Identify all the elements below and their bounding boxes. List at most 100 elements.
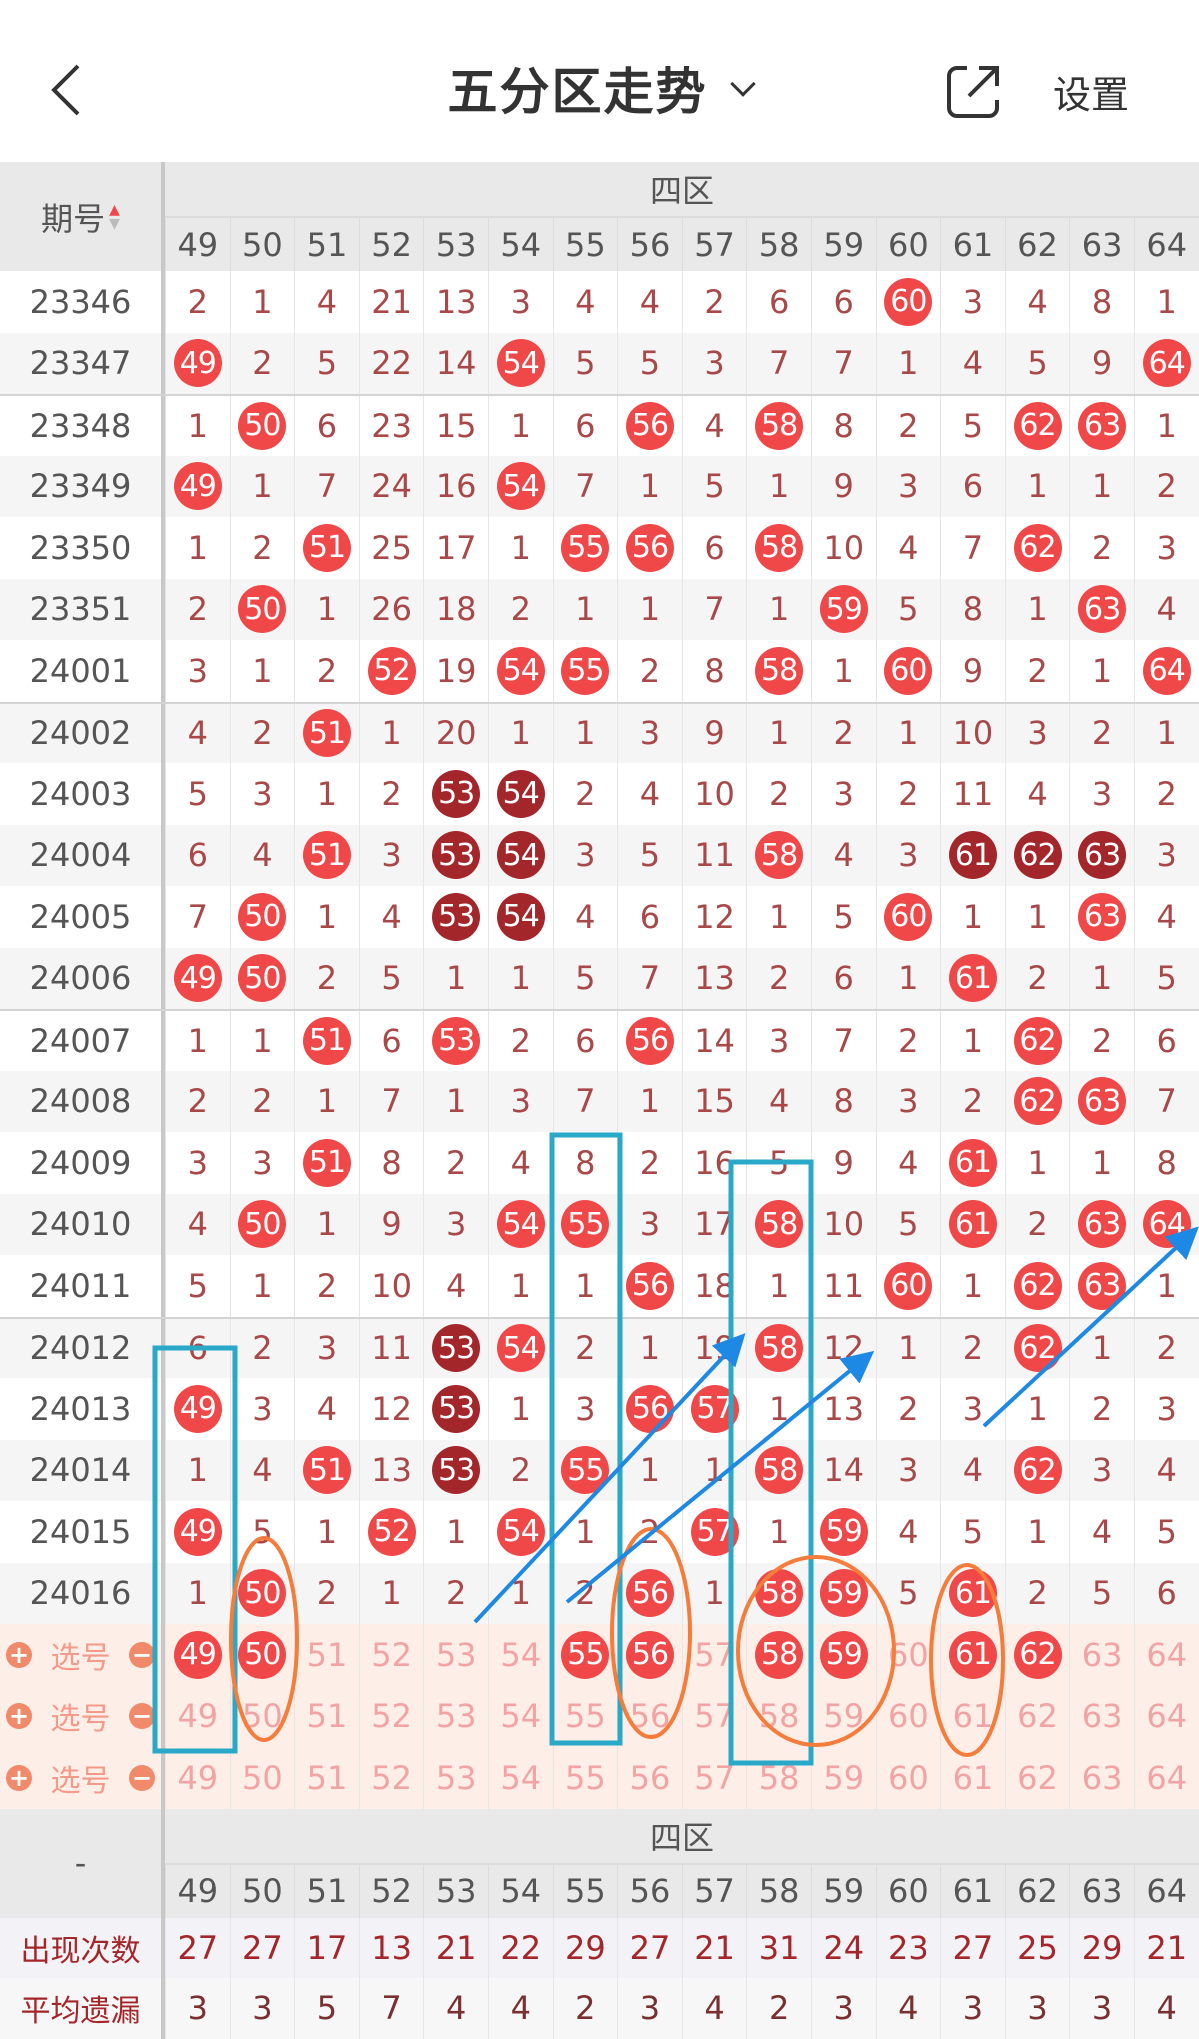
cell-58: 58	[746, 1439, 811, 1501]
page-title-dropdown[interactable]: 五分区走势	[0, 52, 1199, 124]
pick-cell-54[interactable]: 54	[487, 1624, 553, 1686]
pick-cell-63[interactable]: 63	[1069, 1685, 1134, 1747]
pick-cell-55[interactable]: 55	[552, 1624, 618, 1686]
pick-cell-63[interactable]: 63	[1069, 1747, 1134, 1809]
cell-62: 62	[1004, 517, 1070, 579]
pick-cell-60[interactable]: 60	[875, 1685, 941, 1747]
cell-58: 2	[746, 763, 811, 825]
cell-63: 3	[1069, 763, 1134, 825]
period-cell: 24001	[0, 640, 165, 702]
cell-59: 5	[810, 886, 876, 948]
pick-cell-55[interactable]: 55	[552, 1747, 618, 1809]
share-icon[interactable]	[945, 62, 1003, 120]
pick-cell-58[interactable]: 58	[746, 1747, 811, 1809]
number-ball: 64	[1142, 339, 1191, 388]
pick-cell-54[interactable]: 54	[487, 1747, 553, 1809]
plus-icon[interactable]: +	[6, 1703, 32, 1730]
pick-cell-64[interactable]: 64	[1133, 1624, 1199, 1686]
pick-cell-59[interactable]: 59	[810, 1747, 876, 1809]
pick-cell-49[interactable]: 49	[165, 1747, 230, 1809]
pick-cell-52[interactable]: 52	[358, 1685, 424, 1747]
number-ball: 54	[496, 339, 545, 388]
cell-53: 2	[423, 1132, 488, 1194]
pick-cell-62[interactable]: 62	[1004, 1685, 1070, 1747]
pick-cell-59[interactable]: 59	[810, 1685, 876, 1747]
pick-cell-51[interactable]: 51	[294, 1685, 359, 1747]
pick-cell-56[interactable]: 56	[617, 1685, 682, 1747]
table-row: 24004 6 4 51 3 53 54 3 5 11 58 4 3 61 62 63 3	[0, 824, 1199, 886]
cell-49: 2	[165, 1070, 230, 1132]
pick-row: + 选号 −49 50 51 52 53 54 55 56 57 58 59 60 61 62 63 64	[0, 1624, 1199, 1686]
cell-59: 6	[810, 947, 876, 1009]
pick-cell-63[interactable]: 63	[1069, 1624, 1134, 1686]
pick-cell-49[interactable]: 49	[165, 1624, 230, 1686]
number-ball: 58	[755, 831, 804, 880]
pick-cell-59[interactable]: 59	[810, 1624, 876, 1686]
pick-cell-50[interactable]: 50	[229, 1747, 295, 1809]
pick-cell-56[interactable]: 56	[617, 1624, 682, 1686]
number-ball: 58	[755, 1569, 804, 1618]
table-row: 24003 5 3 1 2 53 54 2 4 10 2 3 2 11 4 3 2	[0, 763, 1199, 825]
pick-cell-62[interactable]: 62	[1004, 1624, 1070, 1686]
cell-64: 5	[1133, 1501, 1199, 1563]
chevron-left-icon[interactable]	[48, 62, 84, 118]
pick-cell-61[interactable]: 61	[940, 1747, 1005, 1809]
sort-icon[interactable]: ▲ ▼	[109, 201, 120, 232]
cell-57: 16	[681, 1132, 747, 1194]
pick-cell-53[interactable]: 53	[423, 1624, 488, 1686]
pick-cell-55[interactable]: 55	[552, 1685, 618, 1747]
number-ball: 51	[302, 709, 351, 758]
plus-icon[interactable]: +	[6, 1764, 32, 1791]
stats-value: 24	[810, 1917, 876, 1978]
cell-49: 49	[165, 1378, 230, 1440]
pick-cell-56[interactable]: 56	[617, 1747, 682, 1809]
cell-60: 4	[875, 1132, 941, 1194]
footer-column-numbers: 49 50 51 52 53 54 55 56 57 58 59 60 61 62 63 64	[165, 1864, 1199, 1918]
pick-cell-62[interactable]: 62	[1004, 1747, 1070, 1809]
minus-icon[interactable]: −	[129, 1703, 155, 1730]
pick-cell-61[interactable]: 61	[940, 1685, 1005, 1747]
pick-cell-64[interactable]: 64	[1133, 1747, 1199, 1809]
pick-cell-50[interactable]: 50	[229, 1624, 295, 1686]
cell-49: 1	[165, 1562, 230, 1624]
pick-cell-60[interactable]: 60	[875, 1624, 941, 1686]
pick-cell-57[interactable]: 57	[681, 1685, 747, 1747]
pick-cell-57[interactable]: 57	[681, 1747, 747, 1809]
period-cell: 24007	[0, 1011, 165, 1071]
cell-49: 4	[165, 1193, 230, 1255]
settings-button[interactable]: 设置	[1053, 73, 1130, 117]
cell-51: 51	[294, 703, 359, 763]
pick-cell-52[interactable]: 52	[358, 1747, 424, 1809]
pick-cell-51[interactable]: 51	[294, 1747, 359, 1809]
pick-cell-53[interactable]: 53	[423, 1747, 488, 1809]
pick-cell-53[interactable]: 53	[423, 1685, 488, 1747]
cell-49: 1	[165, 1439, 230, 1501]
pick-cell-51[interactable]: 51	[294, 1624, 359, 1686]
pick-cell-64[interactable]: 64	[1133, 1685, 1199, 1747]
cell-57: 9	[681, 703, 747, 763]
cell-51: 2	[294, 640, 359, 702]
pick-cell-52[interactable]: 52	[358, 1624, 424, 1686]
pick-cell-57[interactable]: 57	[681, 1624, 747, 1686]
cell-53: 53	[423, 1011, 488, 1071]
pick-cell-58[interactable]: 58	[746, 1685, 811, 1747]
period-header[interactable]: 期号 ▲ ▼	[0, 162, 165, 271]
cell-52: 6	[358, 1011, 424, 1071]
plus-icon[interactable]: +	[6, 1641, 32, 1668]
cell-55: 5	[552, 332, 618, 394]
pick-cell-58[interactable]: 58	[746, 1624, 811, 1686]
table-row: 24014 1 4 51 13 53 2 55 1 1 58 14 3 4 62 3 4	[0, 1439, 1199, 1501]
pick-cell-49[interactable]: 49	[165, 1685, 230, 1747]
number-ball: 60	[884, 1261, 933, 1310]
table-row: 24006 49 50 2 5 1 1 5 7 13 2 6 1 61 2 1 5	[0, 947, 1199, 1009]
minus-icon[interactable]: −	[129, 1641, 155, 1668]
pick-cell-61[interactable]: 61	[940, 1624, 1005, 1686]
number-ball: 58	[755, 523, 804, 572]
cell-50: 50	[229, 396, 295, 456]
pick-cell-54[interactable]: 54	[487, 1685, 553, 1747]
pick-cell-60[interactable]: 60	[875, 1747, 941, 1809]
number-ball: 58	[755, 1200, 804, 1249]
cell-55: 2	[552, 763, 618, 825]
pick-cell-50[interactable]: 50	[229, 1685, 295, 1747]
minus-icon[interactable]: −	[129, 1764, 155, 1791]
